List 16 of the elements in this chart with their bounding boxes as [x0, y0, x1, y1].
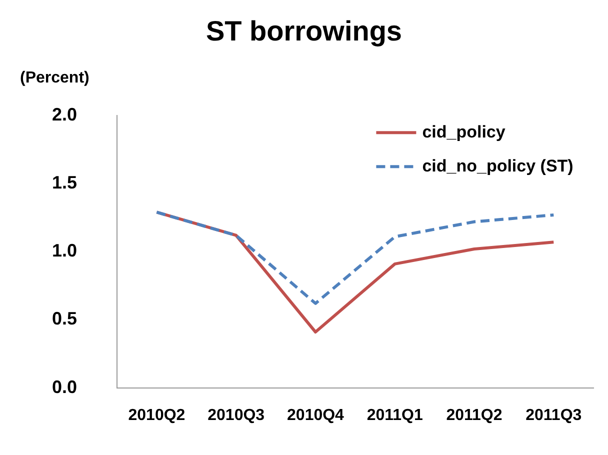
x-tick-label: 2010Q2	[128, 406, 186, 424]
chart-title: ST borrowings	[206, 16, 402, 47]
y-tick-label: 1.5	[52, 172, 78, 193]
y-tick-label: 1.0	[52, 240, 78, 261]
y-tick-label: 0.0	[52, 376, 78, 397]
x-tick-label: 2011Q1	[366, 406, 423, 424]
y-tick-label: 2.0	[52, 104, 78, 125]
x-tick-label: 2011Q2	[446, 406, 502, 424]
y-tick-label: 0.5	[52, 308, 78, 329]
x-tick-label: 2011Q3	[526, 406, 582, 424]
line-series	[155, 210, 556, 305]
legend-label: cid_policy	[422, 122, 506, 142]
x-tick-label: 2010Q4	[287, 406, 344, 424]
x-tick-label: 2010Q3	[208, 406, 265, 424]
y-axis-title: (Percent)	[20, 69, 90, 86]
legend-label: cid_no_policy (ST)	[422, 156, 574, 176]
